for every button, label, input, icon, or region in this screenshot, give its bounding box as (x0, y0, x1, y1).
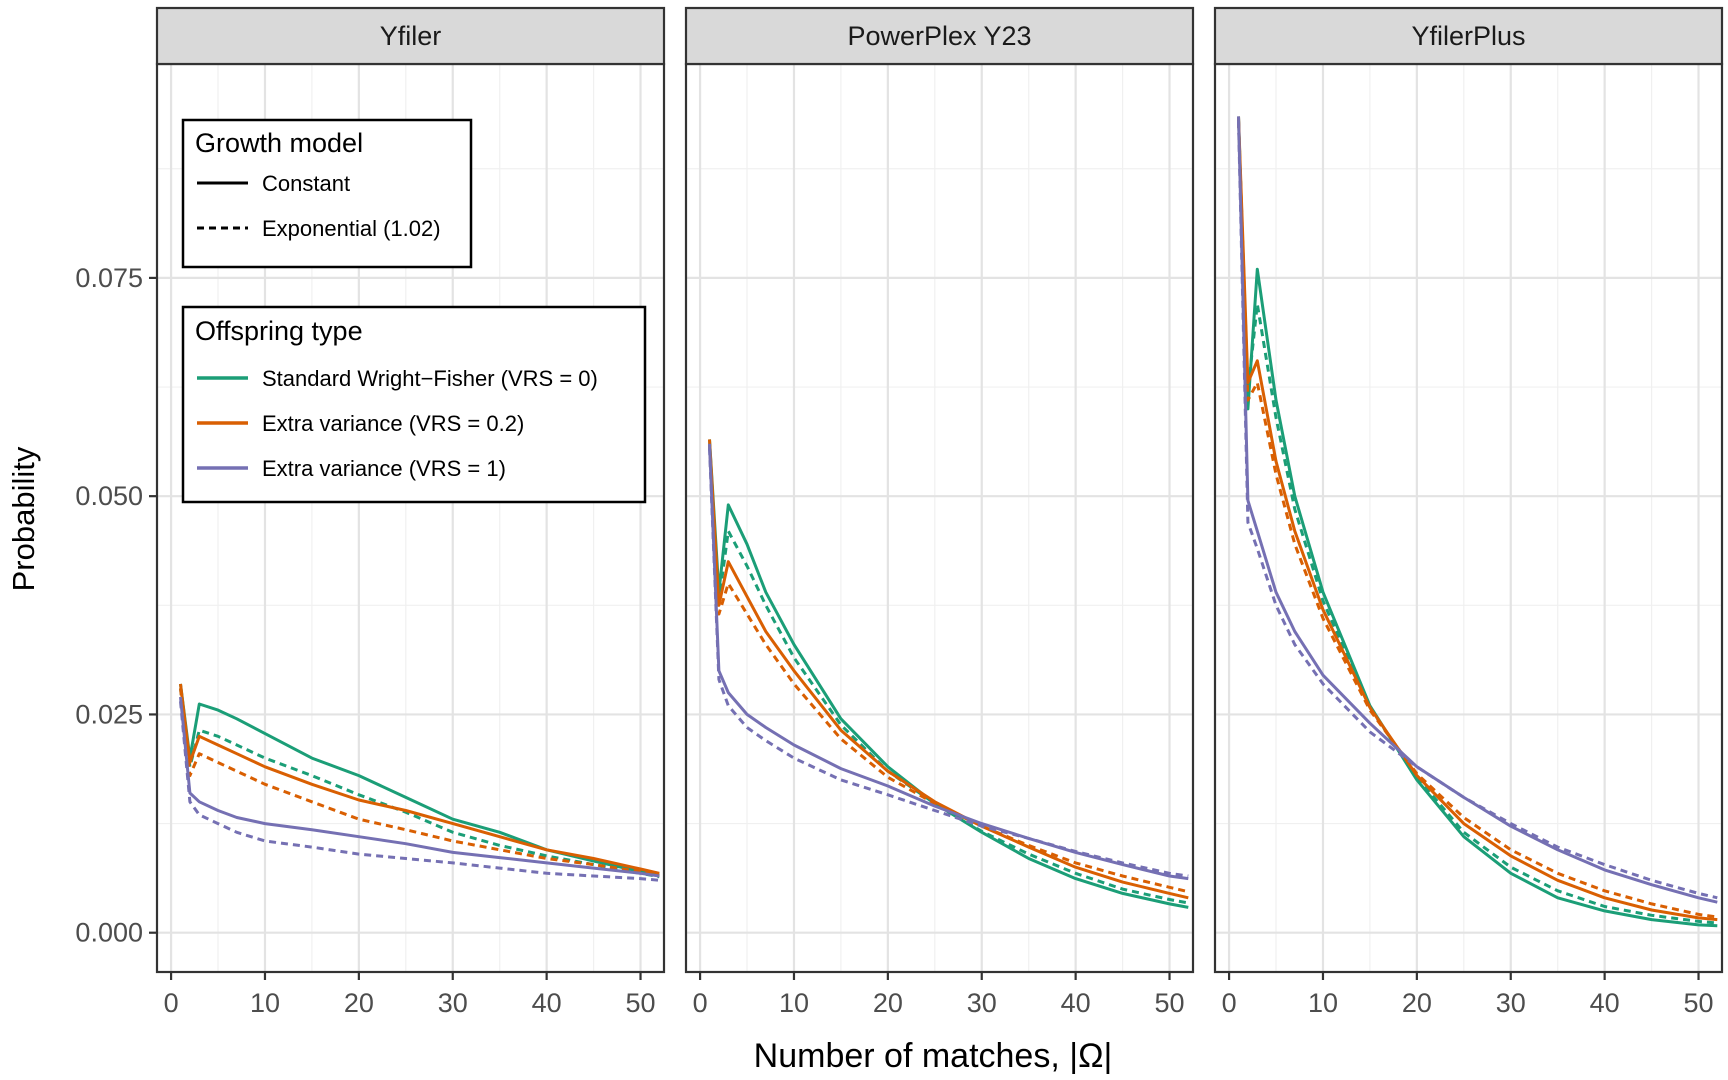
facet-title: Yfiler (380, 21, 442, 51)
series-line (1237, 120, 1718, 919)
x-tick-label: 50 (1684, 988, 1714, 1018)
series-line (708, 448, 1189, 878)
x-tick-label: 10 (779, 988, 809, 1018)
x-tick-label: 0 (1222, 988, 1237, 1018)
y-tick-label: 0.050 (75, 481, 143, 511)
legend-label: Extra variance (VRS = 1) (262, 456, 506, 481)
x-tick-label: 20 (1402, 988, 1432, 1018)
x-tick-label: 40 (532, 988, 562, 1018)
x-tick-label: 20 (344, 988, 374, 1018)
series-line (179, 683, 660, 877)
x-axis-title: Number of matches, |Ω| (754, 1037, 1113, 1075)
facet-title: YfilerPlus (1411, 21, 1525, 51)
legend-label: Extra variance (VRS = 0.2) (262, 411, 524, 436)
legend-label: Constant (262, 171, 350, 196)
series-line (179, 696, 660, 878)
series-line (1237, 120, 1718, 900)
series-line (179, 688, 660, 878)
series-line (1237, 116, 1718, 922)
series-line (179, 683, 660, 875)
x-tick-label: 50 (626, 988, 656, 1018)
x-tick-label: 20 (873, 988, 903, 1018)
series-line (708, 439, 1189, 909)
x-tick-label: 10 (250, 988, 280, 1018)
facet-strip (1213, 6, 1724, 66)
y-tick-label: 0.000 (75, 918, 143, 948)
x-tick-label: 40 (1061, 988, 1091, 1018)
y-axis-title: Probability (6, 446, 41, 591)
legend-growth-title: Growth model (195, 128, 363, 158)
facet-strip (155, 6, 666, 66)
series-line (1237, 116, 1718, 904)
x-tick-label: 30 (967, 988, 997, 1018)
series-line (179, 701, 660, 882)
legend: Growth model Constant Exponential (1.02) Of… (181, 118, 647, 504)
y-tick-label: 0.025 (75, 699, 143, 729)
panel-powerplex-y23: PowerPlex Y23 (684, 6, 1195, 974)
facet-strip (684, 6, 1195, 66)
legend-offspring-title: Offspring type (195, 316, 363, 346)
panel-yfilerplus: YfilerPlus (1213, 6, 1724, 974)
x-tick-label: 40 (1590, 988, 1620, 1018)
x-tick-label: 30 (1496, 988, 1526, 1018)
x-tick-label: 0 (164, 988, 179, 1018)
x-tick-label: 10 (1308, 988, 1338, 1018)
x-tick-label: 0 (693, 988, 708, 1018)
x-tick-label: 50 (1155, 988, 1185, 1018)
series-line (1237, 116, 1718, 928)
y-tick-label: 0.075 (75, 263, 143, 293)
series-line (708, 439, 1189, 900)
series-line (1237, 120, 1718, 925)
legend-label: Standard Wright−Fisher (VRS = 0) (262, 366, 598, 391)
axes-layer: 0 10 20 30 40 50 0 10 20 30 40 50 0 10 20 30 40 50 0.000 0.… (75, 263, 1713, 1018)
legend-offspring-box (181, 305, 647, 504)
legend-label: Exponential (1.02) (262, 216, 441, 241)
panel-background (686, 64, 1193, 972)
legend-growth-box (181, 118, 473, 269)
facet-title: PowerPlex Y23 (847, 21, 1031, 51)
x-tick-label: 30 (438, 988, 468, 1018)
